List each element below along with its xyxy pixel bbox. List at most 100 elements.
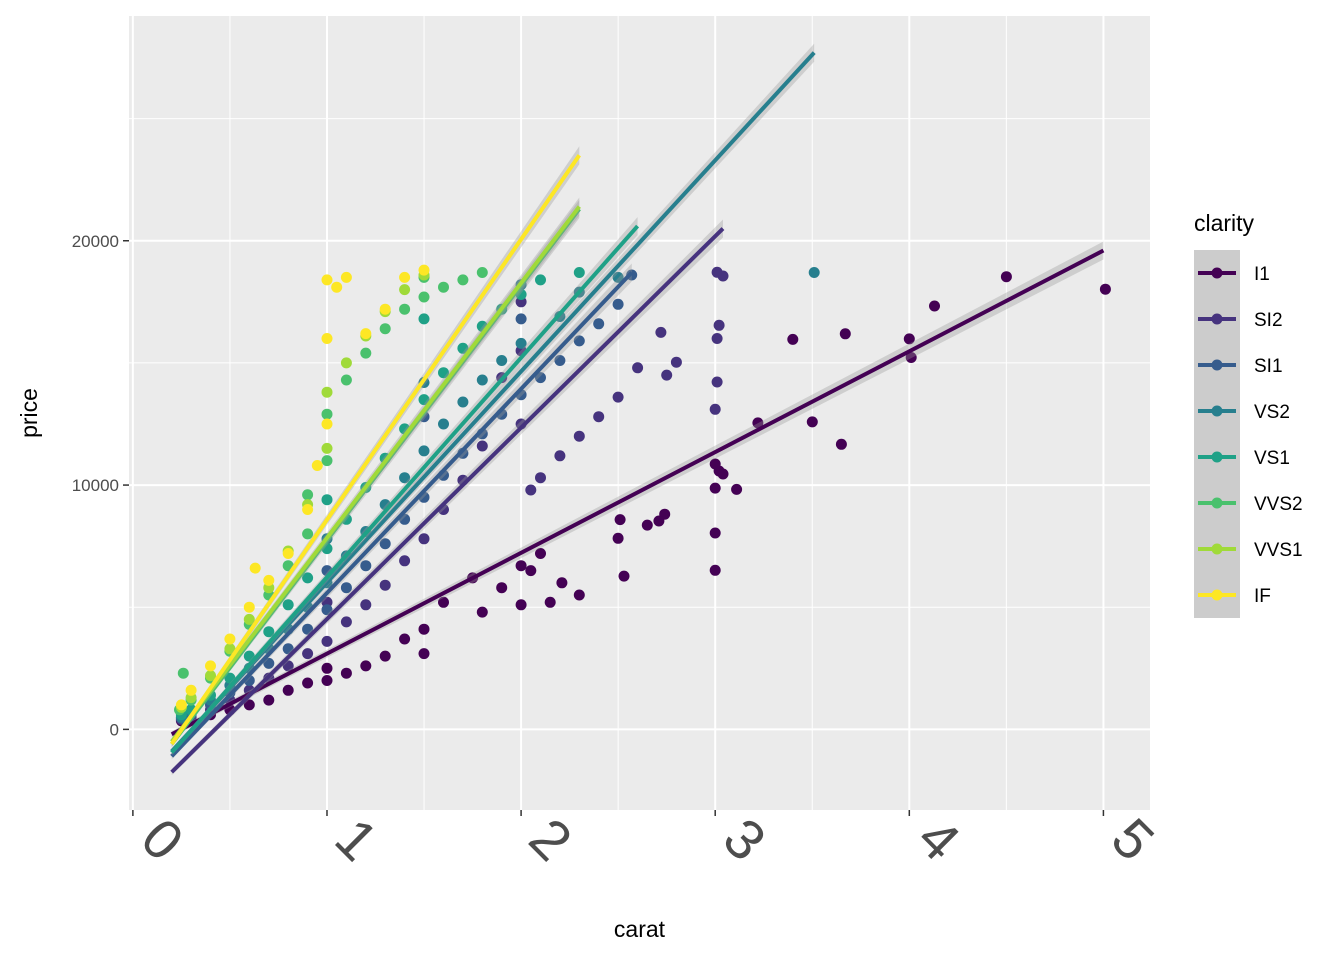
data-point	[670, 356, 682, 368]
legend-label: I1	[1254, 264, 1270, 285]
data-point	[282, 643, 294, 655]
fit-line	[170, 224, 640, 754]
data-point	[321, 418, 333, 430]
legend-label: VS1	[1254, 448, 1290, 469]
data-point	[556, 577, 568, 589]
data-point	[263, 657, 275, 669]
data-point	[302, 528, 314, 540]
legend-label: SI2	[1254, 310, 1283, 331]
data-point	[418, 623, 430, 635]
data-point	[496, 582, 508, 594]
data-point	[321, 274, 333, 286]
data-point	[224, 633, 236, 645]
data-point	[340, 374, 352, 386]
data-point	[243, 613, 255, 625]
data-point	[787, 333, 799, 345]
data-point	[321, 408, 333, 420]
x-tick-label: 1	[323, 806, 390, 873]
data-point	[544, 596, 556, 608]
data-point	[614, 514, 626, 526]
data-point	[655, 326, 667, 338]
data-point	[535, 274, 546, 286]
data-point	[282, 684, 294, 696]
data-point	[399, 555, 411, 567]
data-point	[282, 599, 294, 611]
data-point	[593, 411, 605, 423]
legend-key-point	[1211, 405, 1223, 417]
data-point	[243, 601, 255, 613]
data-point	[302, 648, 314, 660]
data-point	[709, 403, 721, 415]
data-point	[249, 562, 261, 574]
data-point	[321, 662, 333, 674]
data-point	[263, 694, 275, 706]
data-point	[321, 386, 333, 398]
fit-line	[170, 227, 725, 774]
data-point	[709, 458, 721, 470]
data-point	[612, 298, 624, 310]
data-point	[302, 623, 314, 635]
data-point	[321, 333, 333, 344]
data-point	[243, 699, 255, 711]
data-point	[711, 333, 723, 344]
data-point	[311, 460, 323, 471]
data-point	[438, 596, 449, 608]
data-point	[476, 440, 488, 452]
data-point	[263, 574, 275, 586]
data-point	[835, 438, 847, 450]
data-point	[476, 267, 488, 278]
data-point	[379, 579, 391, 591]
y-tick-label: 0	[110, 720, 119, 739]
data-point	[379, 538, 391, 550]
data-point	[205, 660, 216, 672]
data-point	[418, 394, 430, 406]
data-point	[661, 369, 673, 381]
data-point	[709, 482, 721, 494]
data-point	[515, 337, 527, 349]
data-point	[321, 635, 333, 647]
y-tick-label: 20000	[72, 232, 119, 251]
x-axis-title: carat	[614, 916, 666, 942]
data-point	[438, 367, 449, 379]
legend-key-point	[1211, 267, 1223, 279]
x-tick-label: 4	[906, 806, 973, 873]
data-point	[360, 660, 372, 672]
legend-key-point	[1211, 497, 1223, 509]
legend-key-point	[1211, 359, 1223, 371]
data-point	[535, 472, 546, 484]
data-point	[399, 271, 411, 283]
data-point	[905, 352, 917, 363]
data-point	[175, 699, 187, 711]
data-point	[457, 396, 469, 408]
data-point	[554, 355, 566, 366]
data-point	[573, 589, 585, 601]
data-point	[399, 472, 411, 484]
data-point	[457, 342, 469, 354]
data-point	[418, 445, 430, 457]
data-point	[418, 313, 430, 325]
legend-key-point	[1211, 451, 1223, 463]
data-point	[806, 416, 818, 428]
data-point	[321, 494, 333, 506]
data-point	[709, 564, 721, 576]
data-point	[418, 533, 430, 545]
fit-lines	[170, 43, 1105, 776]
data-point	[612, 391, 624, 403]
data-point	[302, 677, 314, 689]
data-point	[752, 417, 764, 429]
data-point	[418, 264, 430, 276]
data-point	[399, 303, 411, 315]
data-point	[205, 670, 216, 682]
data-point	[302, 504, 314, 515]
data-point	[903, 333, 915, 345]
fit-line	[170, 51, 816, 753]
data-point	[1000, 271, 1012, 283]
data-point	[496, 355, 508, 366]
legend-key-point	[1211, 313, 1223, 325]
data-point	[360, 599, 372, 611]
data-point	[379, 650, 391, 662]
data-point	[808, 267, 820, 278]
data-point	[340, 271, 352, 283]
data-point	[612, 271, 624, 283]
data-point	[185, 684, 197, 696]
